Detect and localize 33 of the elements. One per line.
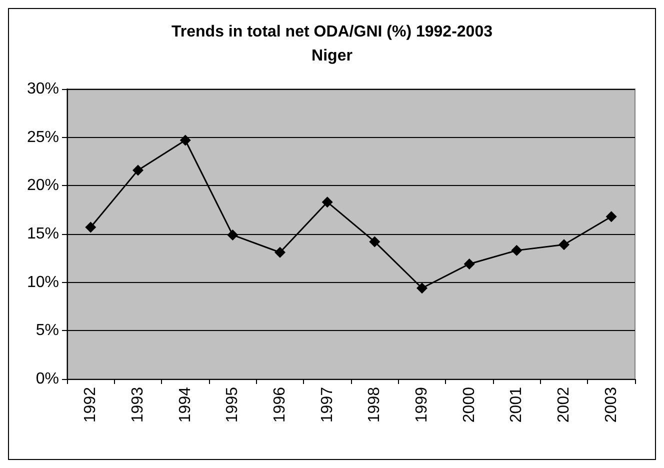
x-tick-label: 1992: [82, 386, 100, 423]
point: [606, 211, 617, 222]
point: [85, 222, 96, 233]
point: [180, 134, 191, 146]
point: [227, 229, 238, 240]
y-tick-label: 20%: [26, 177, 59, 194]
point: [322, 196, 333, 208]
point: [369, 236, 380, 248]
x-tick-label: 1998: [366, 386, 384, 423]
x-tick-label: 1997: [318, 386, 336, 423]
y-tick-label: 30%: [26, 80, 59, 98]
point: [464, 258, 475, 270]
y-tick-label: 10%: [26, 274, 59, 291]
y-tick-label: 15%: [26, 226, 59, 242]
x-tick-label: 1999: [414, 386, 430, 423]
x-tick-label: 2003: [602, 386, 620, 423]
x-tick-label: 1996: [272, 386, 288, 423]
chart-title: Trends in total net ODA/GNI (%) 1992-2003: [172, 24, 493, 40]
point: [274, 246, 286, 258]
x-tick-label: 1994: [176, 386, 194, 423]
chart-subtitle: Niger: [312, 48, 352, 64]
point: [132, 164, 144, 176]
y-tick-label: 0%: [36, 370, 59, 388]
x-tick-label: 1993: [130, 386, 146, 423]
x-tick-label: 2000: [460, 386, 478, 423]
point: [416, 282, 428, 294]
x-tick-label: 2002: [556, 386, 572, 423]
point: [558, 239, 570, 250]
y-tick-label: 5%: [36, 322, 59, 340]
y-tick-label: 25%: [26, 128, 59, 146]
x-tick-label: 1995: [224, 386, 242, 423]
x-tick-label: 2001: [508, 386, 526, 423]
point: [511, 244, 522, 256]
